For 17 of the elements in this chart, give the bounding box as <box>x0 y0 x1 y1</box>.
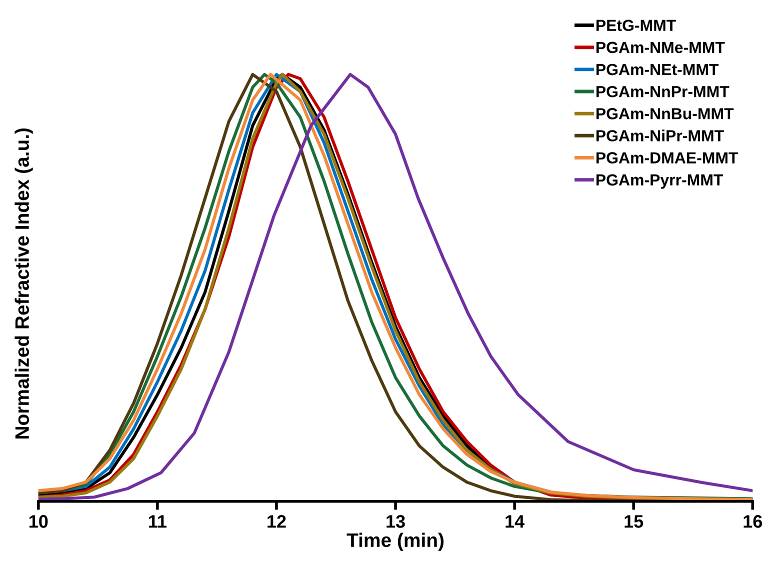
x-tick-label: 12 <box>268 515 286 528</box>
x-axis-title: Time (min) <box>346 532 444 551</box>
legend-label: PEtG-MMT <box>596 20 676 32</box>
x-tick-label: 14 <box>506 515 525 528</box>
x-tick-label: 11 <box>149 515 166 528</box>
legend-label: PGAm-NEt-MMT <box>596 64 719 76</box>
legend-label: PGAm-NnPr-MMT <box>596 86 730 98</box>
legend-label: PGAm-NnBu-MMT <box>596 108 734 120</box>
x-tick-label: 13 <box>386 515 405 528</box>
x-tick-label: 16 <box>744 515 762 528</box>
legend-label: PGAm-Pyrr-MMT <box>596 174 724 189</box>
x-tick-label: 15 <box>624 515 644 528</box>
legend-label: PGAm-DMAE-MMT <box>596 152 738 164</box>
legend-label: PGAm-NMe-MMT <box>596 42 725 54</box>
x-tick-label: 10 <box>29 515 48 528</box>
legend-label: PGAm-NiPr-MMT <box>596 130 724 142</box>
y-axis-title: Normalized Refractive Index (a.u.) <box>14 128 33 438</box>
